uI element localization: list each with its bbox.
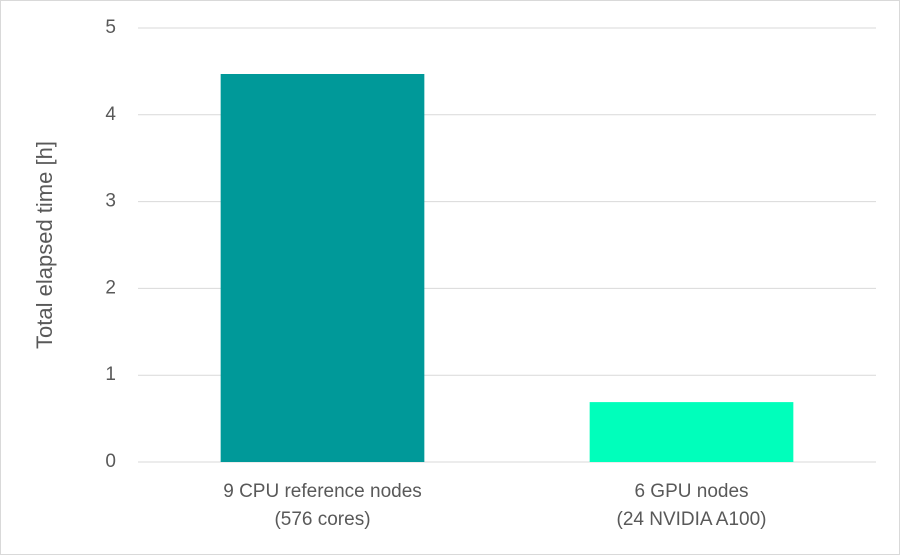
y-axis-label: Total elapsed time [h]: [32, 141, 57, 349]
bar: [589, 402, 794, 462]
y-tick-label: 1: [105, 364, 116, 385]
y-tick-label: 0: [105, 451, 116, 472]
y-tick-label: 5: [105, 17, 116, 38]
x-tick-label: 6 GPU nodes: [634, 481, 748, 502]
y-tick-label: 4: [105, 104, 116, 125]
y-tick-label: 2: [105, 277, 116, 298]
x-tick-label: 9 CPU reference nodes: [223, 481, 422, 502]
bar: [220, 74, 425, 462]
y-tick-label: 3: [105, 191, 116, 212]
x-tick-label: (24 NVIDIA A100): [617, 509, 767, 530]
x-tick-label: (576 cores): [274, 509, 370, 530]
